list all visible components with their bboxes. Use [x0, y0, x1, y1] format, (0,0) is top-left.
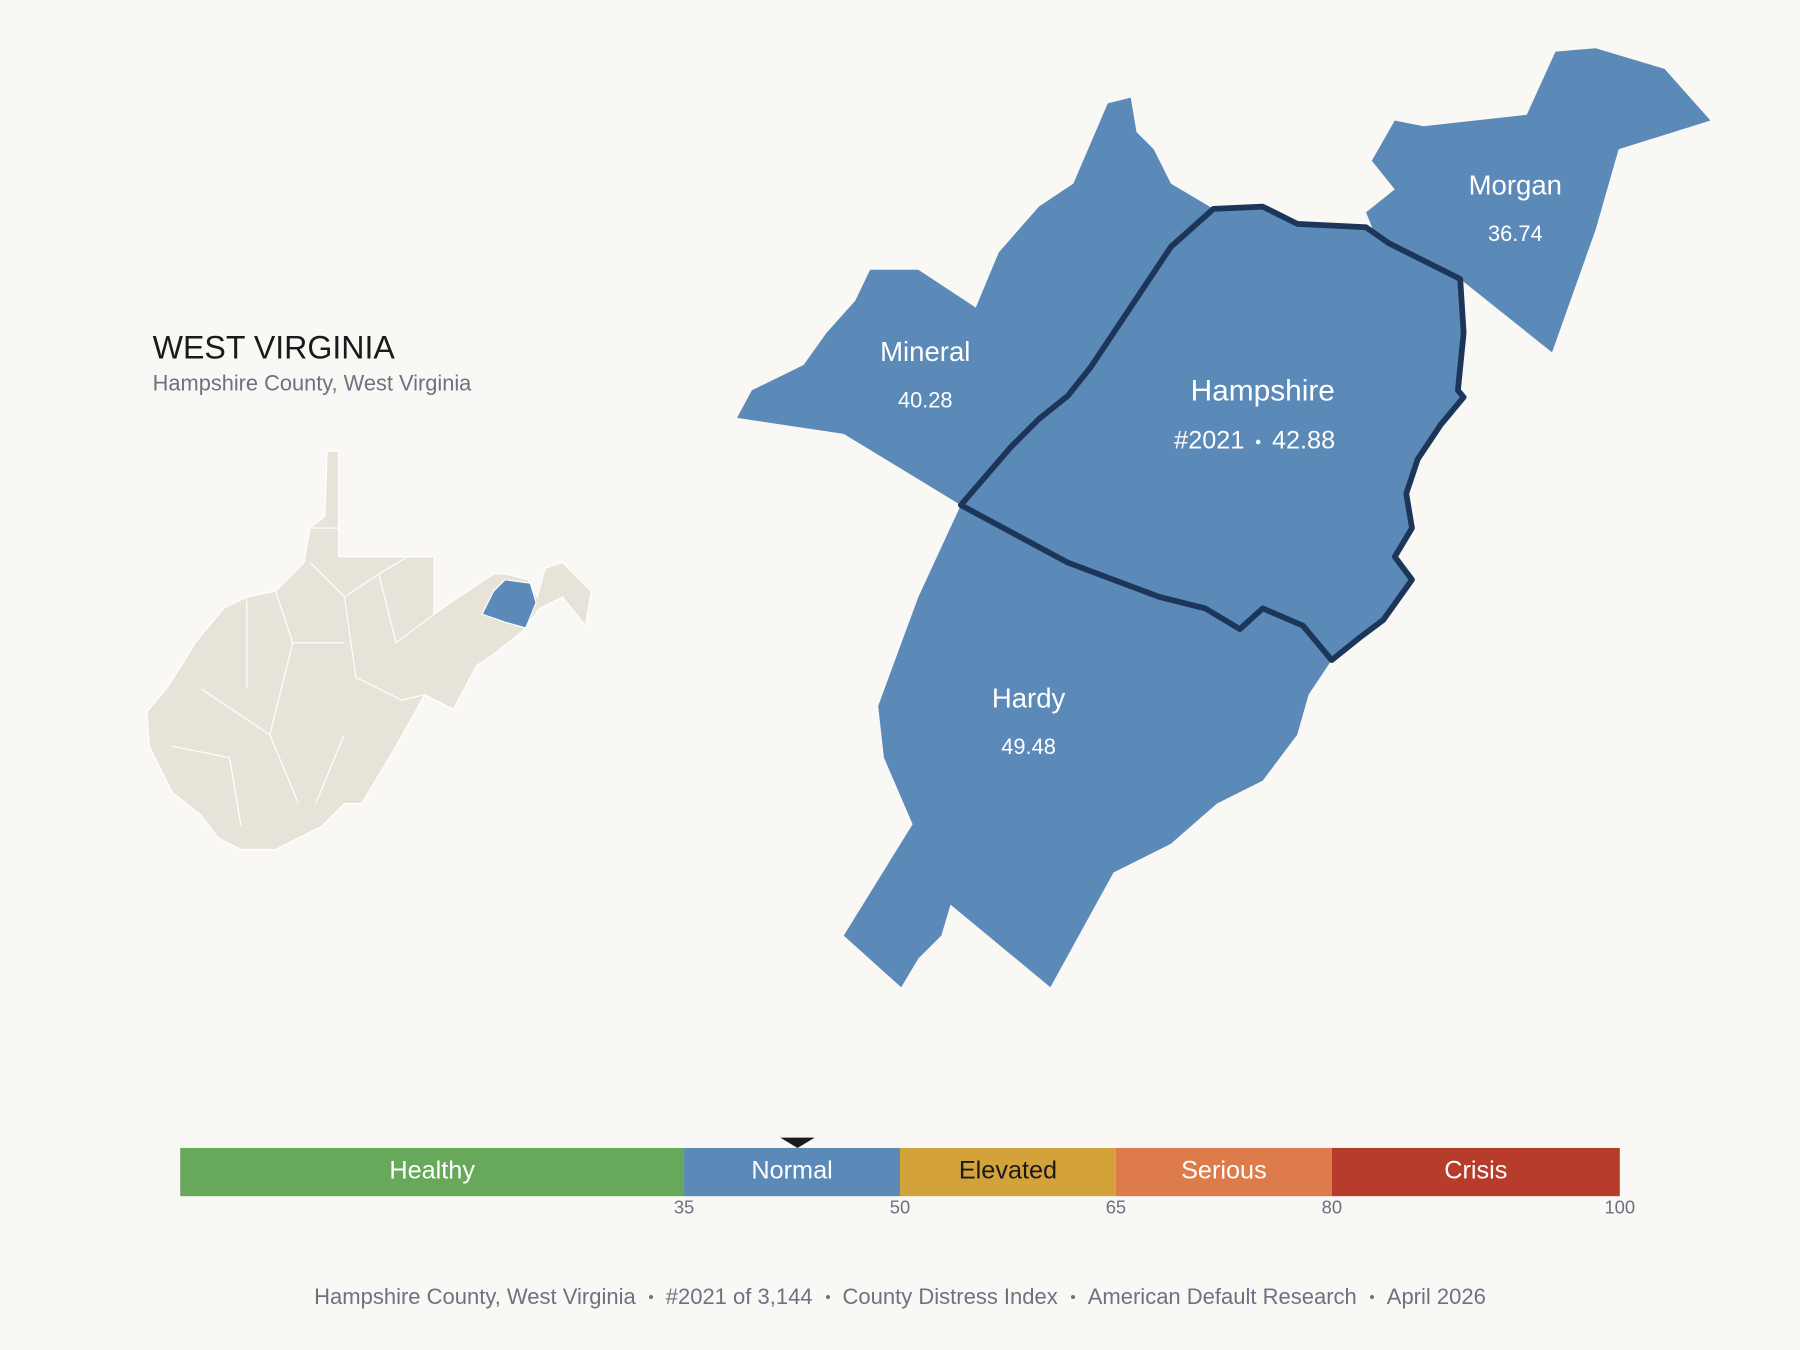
county-shape	[843, 505, 1332, 988]
county-value: 36.74	[1488, 221, 1543, 246]
separator	[825, 1295, 830, 1299]
band-label: Normal	[751, 1157, 832, 1185]
state-outline	[146, 450, 592, 851]
subtitle: Hampshire County, West Virginia	[153, 370, 472, 395]
tick-label: 100	[1604, 1197, 1635, 1218]
tick-label: 50	[890, 1197, 910, 1218]
county-shape	[736, 97, 1214, 506]
county-name: Mineral	[880, 336, 970, 367]
footer-item: April 2026	[1386, 1284, 1486, 1309]
footer-item: American Default Research	[1087, 1284, 1357, 1309]
county-value: 42.88	[1272, 427, 1335, 455]
scale-band	[684, 1147, 900, 1197]
hampshire-inset	[481, 579, 537, 629]
county-shape	[957, 203, 1467, 663]
footer-item: Hampshire County, West Virginia	[314, 1284, 636, 1309]
county-labels: Mineral 40.28 Hampshire #2021 42.88 Morgan 36.…	[880, 169, 1562, 759]
scale-band	[1331, 1147, 1620, 1197]
tick-label: 80	[1322, 1197, 1342, 1218]
separator	[1070, 1295, 1075, 1299]
footer: Hampshire County, West Virginia #2021 of …	[0, 1284, 1800, 1310]
counties	[736, 48, 1711, 988]
scale-band	[900, 1147, 1116, 1197]
state-title: WEST VIRGINIA	[153, 330, 396, 366]
separator	[1369, 1295, 1374, 1299]
scale-band	[180, 1147, 685, 1197]
separator	[648, 1295, 653, 1299]
score-marker	[780, 1137, 815, 1148]
county-lines	[172, 527, 435, 827]
tick-label: 35	[674, 1197, 694, 1218]
footer-item: #2021 of 3,144	[665, 1284, 813, 1309]
county-name: Morgan	[1469, 169, 1562, 200]
tick-label: 65	[1106, 1197, 1126, 1218]
band-label: Serious	[1181, 1157, 1267, 1185]
county-value: 49.48	[1001, 734, 1056, 759]
county-shape	[1366, 48, 1711, 353]
county-name: Hampshire	[1191, 374, 1335, 407]
footer-item: County Distress Index	[842, 1284, 1058, 1309]
band-label: Healthy	[389, 1157, 475, 1185]
distress-scale: Healthy Normal Elevated Serious Crisis 35 50 65…	[180, 1137, 1635, 1218]
state-inset	[146, 450, 592, 851]
county-name: Hardy	[992, 683, 1066, 714]
band-label: Crisis	[1444, 1157, 1507, 1185]
scale-band	[1115, 1147, 1332, 1197]
band-label: Elevated	[959, 1157, 1057, 1185]
county-rank: #2021	[1174, 427, 1244, 455]
separator	[1255, 439, 1261, 445]
county-value: 40.28	[898, 388, 953, 413]
